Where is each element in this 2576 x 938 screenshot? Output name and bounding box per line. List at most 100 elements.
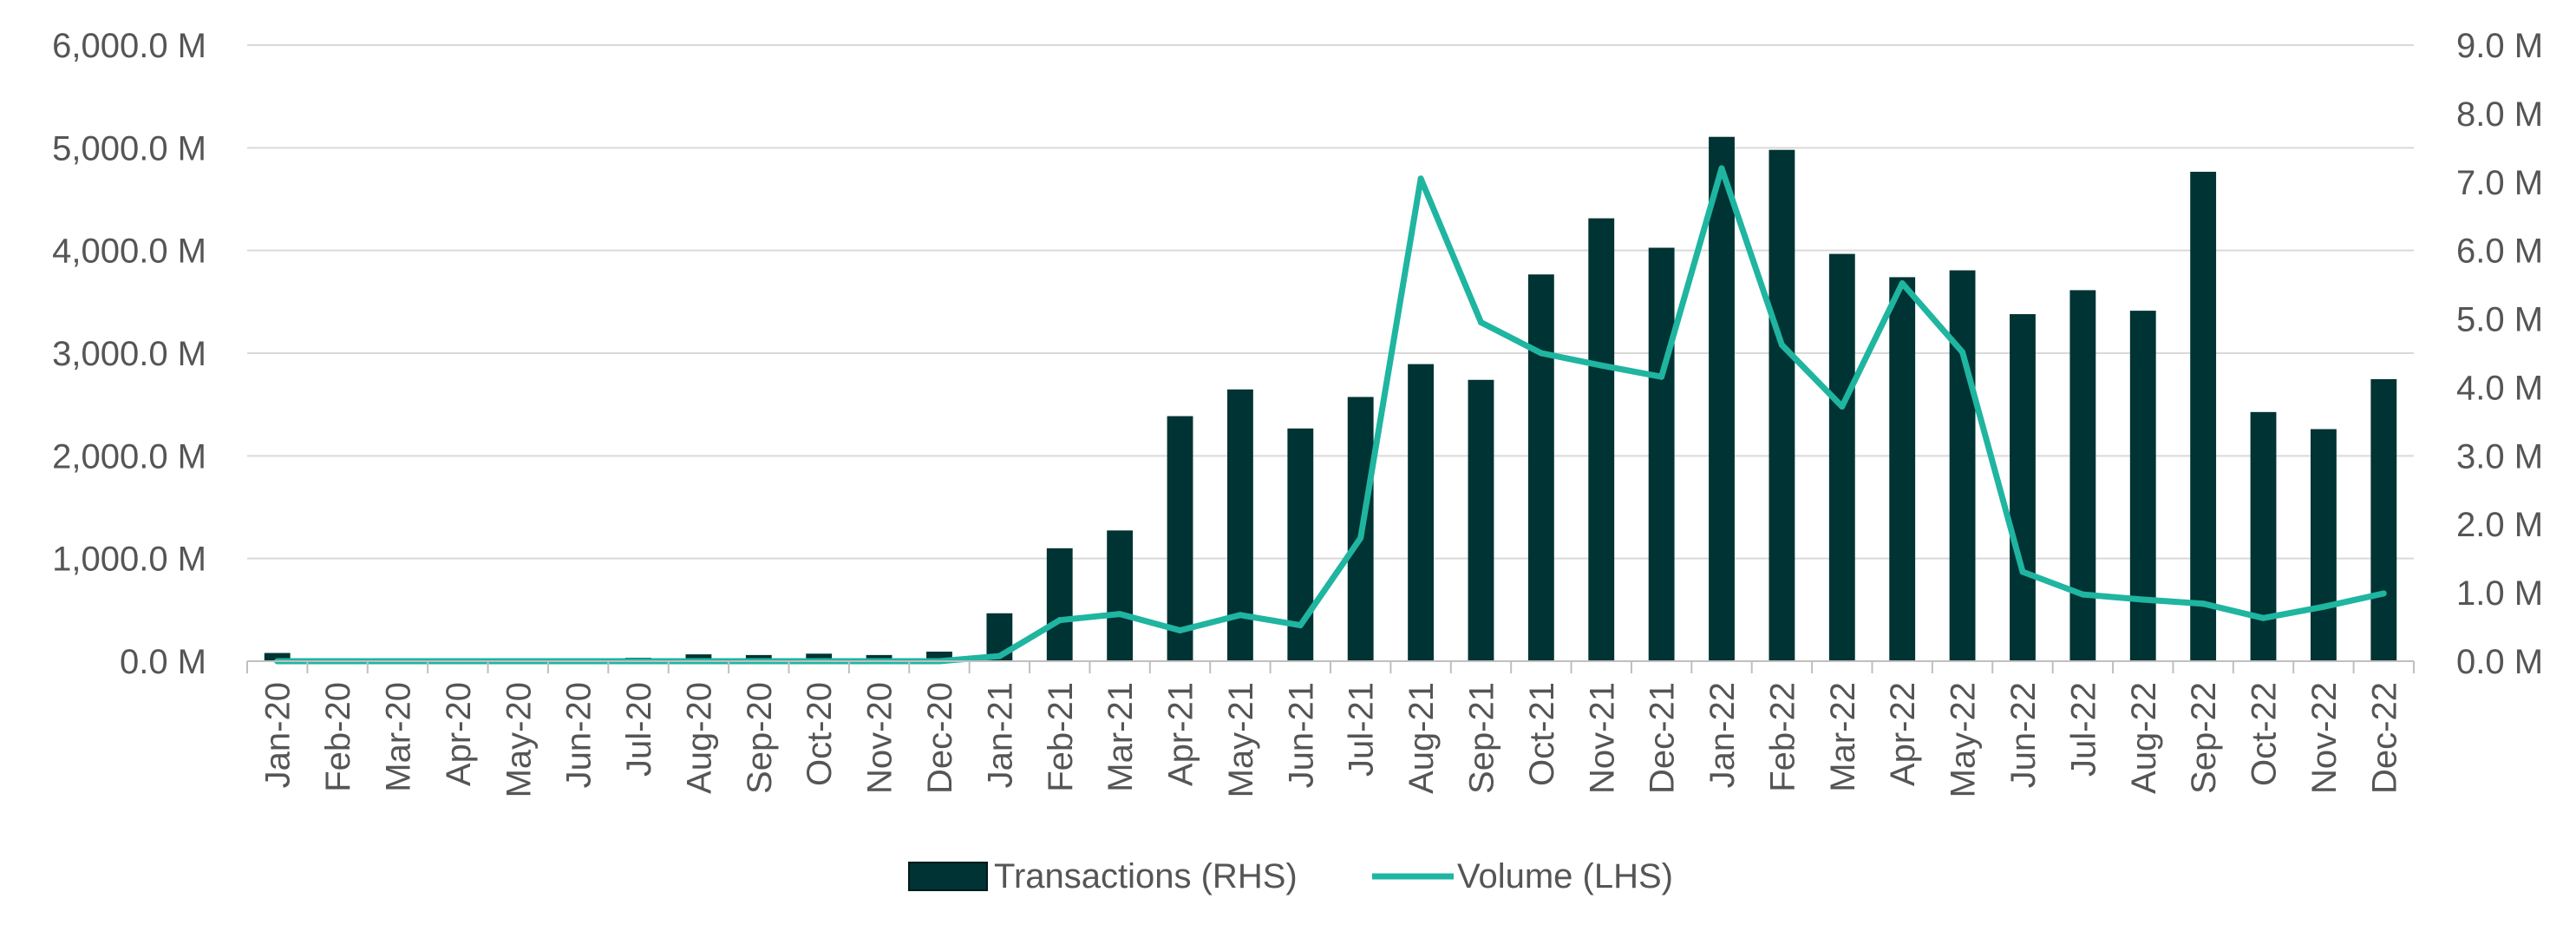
x-tick-label: Jul-20	[620, 682, 658, 777]
x-tick-label: Sep-20	[741, 682, 779, 794]
volume-point	[1899, 280, 1906, 287]
transactions-bar	[1046, 548, 1073, 661]
x-tick-label: Dec-22	[2365, 682, 2403, 794]
volume-point	[2140, 596, 2147, 603]
legend-label-transactions: Transactions (RHS)	[994, 857, 1298, 895]
x-axis-ticks: Jan-20 Feb-20 Mar-20 Apr-20 May-20 Jun-20 Jul-…	[259, 682, 2404, 797]
x-tick-label: Feb-22	[1763, 682, 1801, 792]
volume-point	[2320, 603, 2327, 610]
left-tick-label: 6,000.0 M	[52, 27, 206, 65]
right-tick-label: 6.0 M	[2456, 233, 2543, 271]
right-tick-label: 0.0 M	[2456, 643, 2543, 681]
transactions-bar	[866, 654, 892, 661]
x-tick-label: Feb-20	[319, 682, 357, 792]
volume-point	[2380, 590, 2387, 597]
volume-point	[1237, 612, 1244, 619]
x-tick-label: Mar-20	[380, 682, 418, 792]
transactions-bar	[1949, 270, 1976, 661]
right-tick-label: 8.0 M	[2456, 95, 2543, 134]
transactions-bar	[685, 654, 712, 661]
x-tick-label: Feb-21	[1042, 682, 1080, 792]
right-tick-label: 3.0 M	[2456, 437, 2543, 476]
transactions-bar	[745, 654, 772, 661]
gridlines	[247, 44, 2414, 560]
transactions-bar	[2010, 314, 2036, 661]
transactions-bar	[2069, 290, 2096, 661]
transactions-bar	[2250, 411, 2277, 661]
x-tick-label: Mar-21	[1102, 682, 1140, 792]
legend: Transactions (RHS) Volume (LHS)	[908, 857, 1673, 895]
volume-point	[1056, 617, 1063, 624]
volume-point	[1839, 403, 1846, 410]
transactions-bar	[1527, 274, 1554, 661]
x-tick-label: Jan-22	[1703, 682, 1742, 788]
volume-point	[2260, 614, 2267, 621]
transactions-bar	[1588, 218, 1615, 662]
x-tick-label: Aug-20	[680, 682, 718, 794]
volume-line	[277, 165, 2385, 665]
transactions-bar	[1828, 253, 1855, 661]
transactions-bars	[264, 136, 2397, 662]
left-tick-label: 2,000.0 M	[52, 437, 206, 476]
volume-point	[1116, 611, 1123, 618]
transactions-bar	[2310, 429, 2337, 661]
volume-point	[2200, 600, 2207, 607]
x-tick-label: Jul-22	[2064, 682, 2102, 777]
transactions-bar	[264, 653, 291, 661]
volume-point	[1778, 342, 1785, 349]
volume-point	[1477, 319, 1484, 325]
volume-point	[2079, 591, 2086, 598]
left-tick-label: 5,000.0 M	[52, 129, 206, 167]
volume-point	[1538, 350, 1545, 357]
x-tick-label: Mar-22	[1824, 682, 1862, 792]
volume-point	[1718, 165, 1725, 172]
x-tick-label: Sep-22	[2185, 682, 2223, 794]
x-tick-label: Nov-21	[1583, 682, 1621, 794]
right-tick-label: 1.0 M	[2456, 574, 2543, 613]
x-tick-label: May-21	[1222, 682, 1260, 797]
volume-point	[996, 653, 1003, 659]
transactions-bar	[806, 653, 833, 661]
x-tick-label: Aug-22	[2125, 682, 2163, 794]
x-tick-label: Jun-22	[2004, 682, 2043, 788]
x-tick-label: Oct-20	[801, 682, 839, 786]
volume-point	[2019, 568, 2026, 575]
volume-point	[1959, 349, 1966, 356]
volume-point	[1297, 622, 1304, 629]
right-tick-label: 9.0 M	[2456, 27, 2543, 65]
right-tick-label: 4.0 M	[2456, 369, 2543, 407]
x-tick-label: Apr-22	[1884, 682, 1922, 786]
transactions-bar	[2370, 378, 2397, 661]
legend-swatch-transactions	[908, 862, 988, 891]
right-axis-ticks: 9.0 M 8.0 M 7.0 M 6.0 M 5.0 M 4.0 M 3.0 M 2.0 M…	[2456, 27, 2543, 681]
left-tick-label: 3,000.0 M	[52, 335, 206, 373]
x-tick-label: May-22	[1945, 682, 1983, 797]
x-tick-label: Nov-20	[861, 682, 899, 794]
left-tick-label: 1,000.0 M	[52, 541, 206, 579]
left-tick-label: 4,000.0 M	[52, 233, 206, 271]
right-tick-label: 2.0 M	[2456, 506, 2543, 544]
x-tick-label: May-20	[500, 682, 538, 797]
x-tick-label: Aug-21	[1402, 682, 1441, 794]
x-tick-label: Oct-22	[2246, 682, 2284, 786]
volume-point	[1658, 373, 1665, 380]
transactions-bar	[1408, 364, 1435, 661]
right-tick-label: 5.0 M	[2456, 301, 2543, 339]
volume-point	[1177, 627, 1184, 633]
x-tick-label: Jun-21	[1282, 682, 1320, 788]
x-tick-label: Apr-21	[1162, 682, 1200, 786]
transactions-bar	[1889, 277, 1916, 661]
transactions-bar	[2190, 171, 2217, 661]
legend-label-volume: Volume (LHS)	[1457, 857, 1673, 895]
transactions-bar	[1167, 416, 1193, 661]
x-tick-label: Apr-20	[440, 682, 478, 786]
volume-point	[1417, 175, 1424, 182]
x-tick-label: Oct-21	[1523, 682, 1561, 786]
x-tick-label: Nov-22	[2305, 682, 2344, 794]
transactions-bar	[1709, 136, 1735, 661]
transactions-bar	[1468, 379, 1494, 661]
right-tick-label: 7.0 M	[2456, 164, 2543, 202]
transactions-bar	[1107, 530, 1134, 661]
axes	[246, 660, 2415, 673]
